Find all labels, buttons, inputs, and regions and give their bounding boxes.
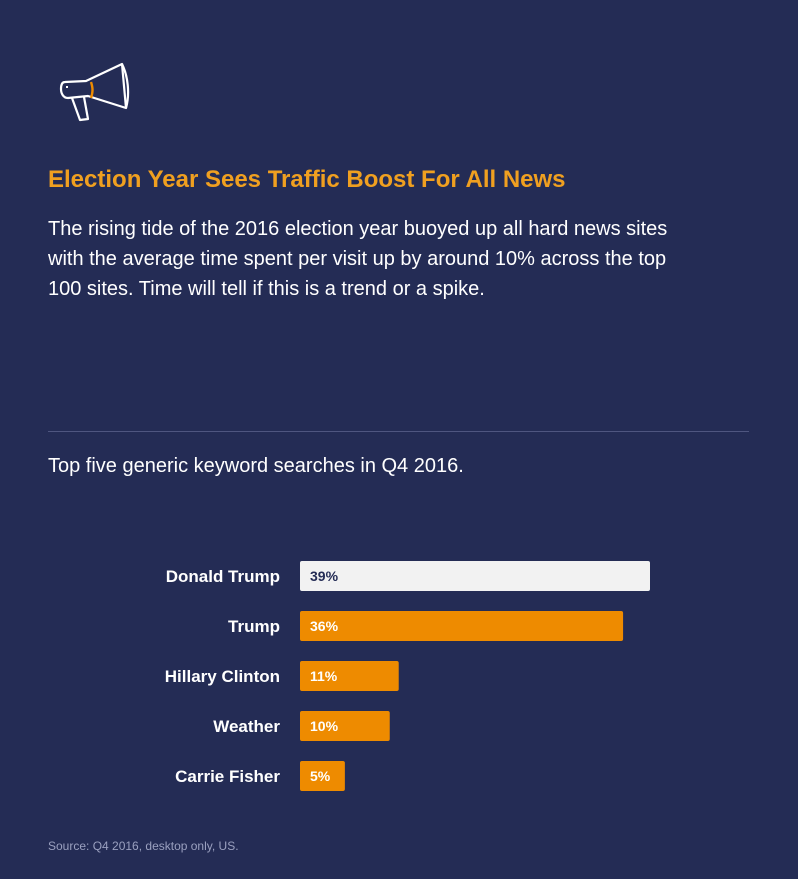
intro-text: The rising tide of the 2016 election yea… — [48, 218, 668, 300]
value-label-carrie-fisher: 5% — [310, 768, 331, 784]
bar-trump — [300, 611, 624, 641]
value-label-trump: 36% — [310, 618, 339, 634]
value-label-weather: 10% — [310, 718, 339, 734]
bar-carrie-fisher — [300, 761, 345, 791]
bar-chart: Donald Trump 39% Trump 36% Hillary Clinton 11… — [0, 540, 798, 810]
bar-chart-svg: Donald Trump 39% Trump 36% Hillary Clinton 11… — [165, 561, 650, 791]
page-title: Election Year Sees Traffic Boost For All… — [48, 166, 566, 193]
value-label-hillary-clinton: 11% — [310, 668, 338, 684]
bar-weather — [300, 711, 390, 741]
chart-subtitle: Top five generic keyword searches in Q4 … — [48, 455, 464, 477]
bar-hillary-clinton — [300, 661, 399, 691]
divider — [48, 431, 749, 432]
bar-donald-trump — [300, 561, 650, 591]
value-label-donald-trump: 39% — [310, 568, 339, 584]
category-label-trump: Trump — [228, 617, 280, 636]
source-note: Source: Q4 2016, desktop only, US. — [48, 839, 239, 853]
category-label-carrie-fisher: Carrie Fisher — [175, 767, 280, 786]
megaphone-icon — [59, 62, 130, 122]
category-label-weather: Weather — [213, 717, 280, 736]
category-label-hillary-clinton: Hillary Clinton — [165, 667, 280, 686]
category-label-donald-trump: Donald Trump — [166, 567, 280, 586]
